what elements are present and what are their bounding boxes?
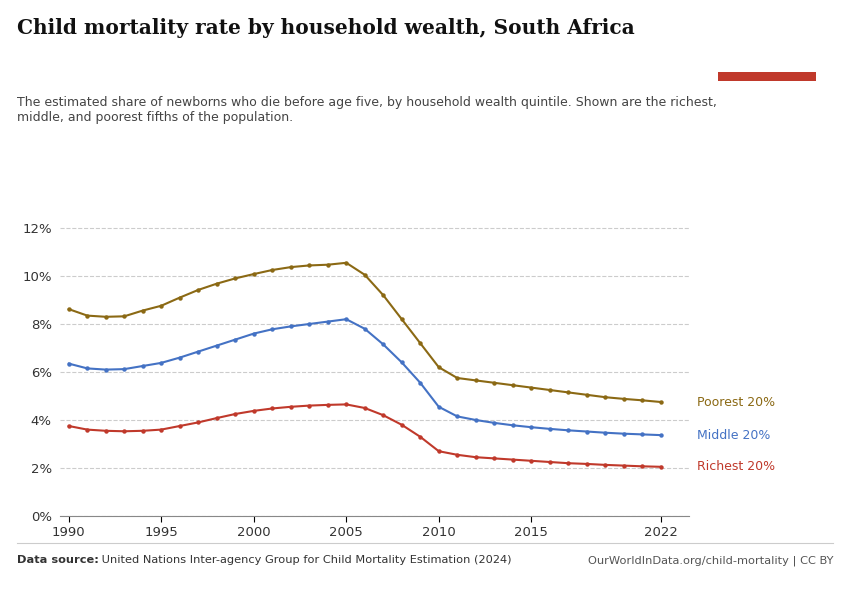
Text: in Data: in Data — [746, 50, 788, 59]
Text: Richest 20%: Richest 20% — [697, 460, 775, 473]
Text: OurWorldInData.org/child-mortality | CC BY: OurWorldInData.org/child-mortality | CC … — [587, 555, 833, 565]
Text: Child mortality rate by household wealth, South Africa: Child mortality rate by household wealth… — [17, 18, 635, 38]
Text: United Nations Inter-agency Group for Child Mortality Estimation (2024): United Nations Inter-agency Group for Ch… — [98, 555, 511, 565]
Text: The estimated share of newborns who die before age five, by household wealth qui: The estimated share of newborns who die … — [17, 96, 717, 124]
Text: Poorest 20%: Poorest 20% — [697, 395, 775, 409]
Text: Our World: Our World — [737, 32, 796, 42]
Text: Data source:: Data source: — [17, 555, 99, 565]
Bar — [718, 72, 816, 81]
Text: Middle 20%: Middle 20% — [697, 428, 770, 442]
